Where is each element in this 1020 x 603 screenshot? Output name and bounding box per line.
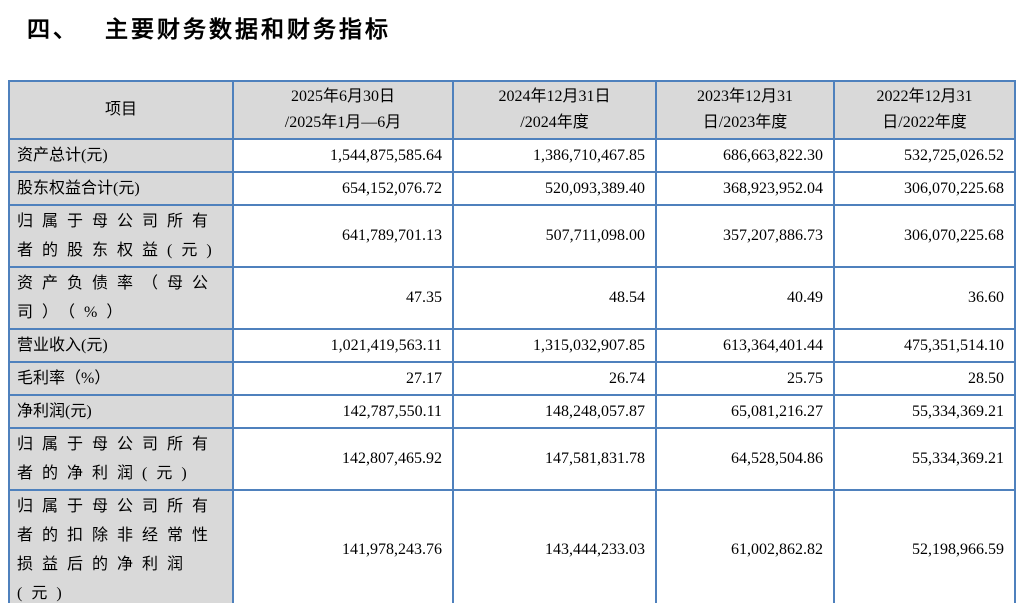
cell-value: 507,711,098.00 bbox=[452, 204, 657, 268]
column-header-2022: 2022年12月31 日/2022年度 bbox=[833, 80, 1016, 140]
cell-value: 357,207,886.73 bbox=[655, 204, 835, 268]
cell-value: 48.54 bbox=[452, 266, 657, 330]
cell-value: 143,444,233.03 bbox=[452, 489, 657, 603]
cell-value: 306,070,225.68 bbox=[833, 171, 1016, 206]
cell-value: 28.50 bbox=[833, 361, 1016, 396]
table-row-revenue: 营业收入(元) 1,021,419,563.11 1,315,032,907.8… bbox=[8, 328, 1016, 363]
table-row-net-profit: 净利润(元) 142,787,550.11 148,248,057.87 65,… bbox=[8, 394, 1016, 429]
cell-value: 25.75 bbox=[655, 361, 835, 396]
financial-data-table: 项目 2025年6月30日 /2025年1月—6月 2024年12月31日 /2… bbox=[8, 80, 1016, 603]
table-row-debt-ratio: 资产负债率（母公司）（%） 47.35 48.54 40.49 36.60 bbox=[8, 266, 1016, 330]
column-header-2023: 2023年12月31 日/2023年度 bbox=[655, 80, 835, 140]
row-label: 资产总计(元) bbox=[8, 138, 234, 173]
table-row-parent-net-profit-excl-nonrecurring: 归属于母公司所有者的扣除非经常性损益后的净利润(元) 141,978,243.7… bbox=[8, 489, 1016, 603]
cell-value: 1,315,032,907.85 bbox=[452, 328, 657, 363]
cell-value: 368,923,952.04 bbox=[655, 171, 835, 206]
cell-value: 55,334,369.21 bbox=[833, 394, 1016, 429]
row-label: 毛利率（%） bbox=[8, 361, 234, 396]
table-row-total-equity: 股东权益合计(元) 654,152,076.72 520,093,389.40 … bbox=[8, 171, 1016, 206]
cell-value: 61,002,862.82 bbox=[655, 489, 835, 603]
row-label: 营业收入(元) bbox=[8, 328, 234, 363]
table-row-parent-net-profit: 归属于母公司所有者的净利润(元) 142,807,465.92 147,581,… bbox=[8, 427, 1016, 491]
cell-value: 475,351,514.10 bbox=[833, 328, 1016, 363]
section-title-text: 主要财务数据和财务指标 bbox=[105, 16, 391, 42]
cell-value: 65,081,216.27 bbox=[655, 394, 835, 429]
row-label: 资产负债率（母公司）（%） bbox=[8, 266, 234, 330]
cell-value: 141,978,243.76 bbox=[232, 489, 454, 603]
cell-value: 47.35 bbox=[232, 266, 454, 330]
section-number: 四、 bbox=[27, 16, 79, 42]
cell-value: 55,334,369.21 bbox=[833, 427, 1016, 491]
cell-value: 1,544,875,585.64 bbox=[232, 138, 454, 173]
cell-value: 142,787,550.11 bbox=[232, 394, 454, 429]
cell-value: 147,581,831.78 bbox=[452, 427, 657, 491]
cell-value: 148,248,057.87 bbox=[452, 394, 657, 429]
row-label: 归属于母公司所有者的净利润(元) bbox=[8, 427, 234, 491]
column-header-2025: 2025年6月30日 /2025年1月—6月 bbox=[232, 80, 454, 140]
row-label: 净利润(元) bbox=[8, 394, 234, 429]
table-row-gross-margin: 毛利率（%） 27.17 26.74 25.75 28.50 bbox=[8, 361, 1016, 396]
cell-value: 40.49 bbox=[655, 266, 835, 330]
row-label: 归属于母公司所有者的扣除非经常性损益后的净利润(元) bbox=[8, 489, 234, 603]
table-row-total-assets: 资产总计(元) 1,544,875,585.64 1,386,710,467.8… bbox=[8, 138, 1016, 173]
cell-value: 64,528,504.86 bbox=[655, 427, 835, 491]
column-header-2024: 2024年12月31日 /2024年度 bbox=[452, 80, 657, 140]
cell-value: 1,021,419,563.11 bbox=[232, 328, 454, 363]
cell-value: 641,789,701.13 bbox=[232, 204, 454, 268]
cell-value: 532,725,026.52 bbox=[833, 138, 1016, 173]
cell-value: 52,198,966.59 bbox=[833, 489, 1016, 603]
table-row-parent-equity: 归属于母公司所有者的股东权益(元) 641,789,701.13 507,711… bbox=[8, 204, 1016, 268]
cell-value: 686,663,822.30 bbox=[655, 138, 835, 173]
cell-value: 142,807,465.92 bbox=[232, 427, 454, 491]
cell-value: 36.60 bbox=[833, 266, 1016, 330]
cell-value: 26.74 bbox=[452, 361, 657, 396]
row-label: 归属于母公司所有者的股东权益(元) bbox=[8, 204, 234, 268]
cell-value: 613,364,401.44 bbox=[655, 328, 835, 363]
cell-value: 27.17 bbox=[232, 361, 454, 396]
cell-value: 654,152,076.72 bbox=[232, 171, 454, 206]
cell-value: 520,093,389.40 bbox=[452, 171, 657, 206]
column-header-item: 项目 bbox=[8, 80, 234, 140]
row-label: 股东权益合计(元) bbox=[8, 171, 234, 206]
cell-value: 1,386,710,467.85 bbox=[452, 138, 657, 173]
page-title: 四、 主要财务数据和财务指标 bbox=[27, 10, 1020, 44]
table-header-row: 项目 2025年6月30日 /2025年1月—6月 2024年12月31日 /2… bbox=[8, 80, 1016, 140]
cell-value: 306,070,225.68 bbox=[833, 204, 1016, 268]
